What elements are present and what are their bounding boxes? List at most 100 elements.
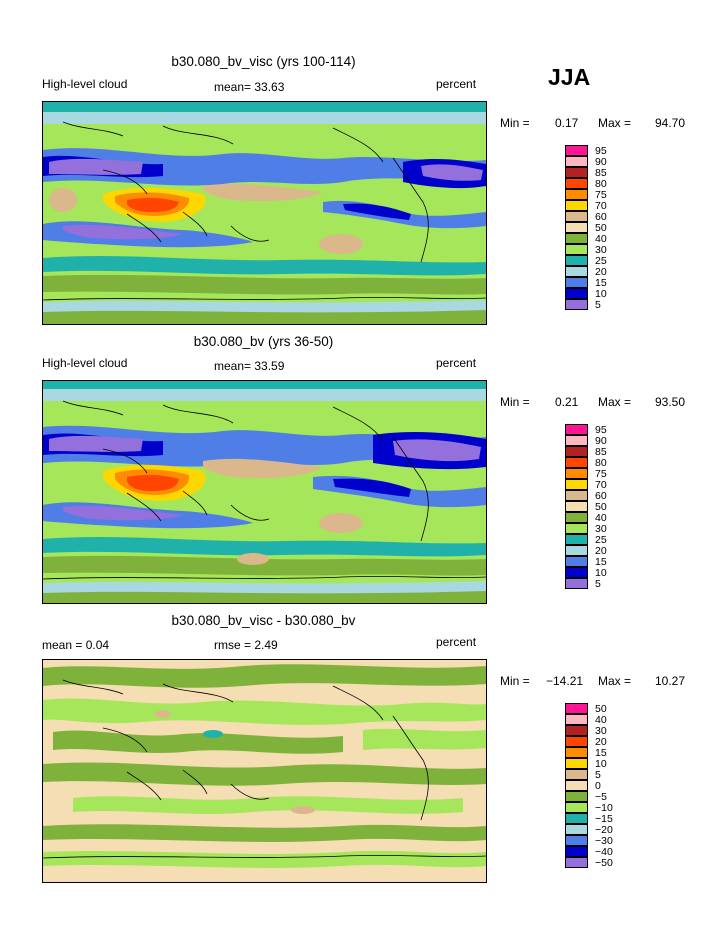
panel1-max-value: 94.70 (655, 116, 686, 130)
colorbar-level-label: 30 (595, 244, 607, 256)
colorbar-swatch (565, 747, 588, 758)
colorbar-swatch (565, 714, 588, 725)
colorbar-swatch (565, 523, 588, 534)
colorbar-level-label: −5 (595, 791, 607, 803)
colorbar-swatch (565, 156, 588, 167)
panel2-mean-label: mean= 33.59 (214, 359, 285, 373)
colorbar-level-label: 15 (595, 556, 607, 568)
panel1-map (42, 101, 487, 325)
colorbar-level-label: 40 (595, 714, 607, 726)
colorbar-level-label: 5 (595, 578, 601, 590)
colorbar-swatch (565, 233, 588, 244)
colorbar-level-label: 5 (595, 299, 601, 311)
colorbar-level-label: 70 (595, 479, 607, 491)
colorbar-swatch (565, 211, 588, 222)
colorbar-swatch (565, 178, 588, 189)
panel1-colorbar: 95 90 85 80 75 70 60 50 40 30 25 20 15 10 5 (565, 145, 625, 320)
colorbar-swatch (565, 435, 588, 446)
panel3-units-label: percent (436, 635, 477, 649)
panel3-map (42, 659, 487, 883)
colorbar-level-label: −15 (595, 813, 613, 825)
panel2-map (42, 380, 487, 604)
colorbar-swatch (565, 846, 588, 857)
colorbar-swatch (565, 758, 588, 769)
colorbar-level-label: 50 (595, 222, 607, 234)
colorbar-level-label: 50 (595, 501, 607, 513)
colorbar-level-label: 80 (595, 178, 607, 190)
panel3-colorbar: 50 40 30 20 15 10 5 0 −5 −10 −15 −20 −30 −40 −50 (565, 703, 625, 878)
colorbar-level-label: 25 (595, 255, 607, 267)
colorbar-swatch (565, 266, 588, 277)
colorbar-swatch (565, 424, 588, 435)
panel3-max-label: Max = (598, 674, 632, 688)
colorbar-level-label: 5 (595, 769, 601, 781)
colorbar-swatch (565, 725, 588, 736)
colorbar-swatch (565, 244, 588, 255)
colorbar-swatch (565, 446, 588, 457)
colorbar-swatch (565, 736, 588, 747)
panel1-max-label: Max = (598, 116, 632, 130)
colorbar-swatch (565, 490, 588, 501)
panel3-title: b30.080_bv_visc - b30.080_bv (171, 613, 356, 628)
panel2-title: b30.080_bv (yrs 36-50) (193, 334, 334, 349)
colorbar-swatch (565, 255, 588, 266)
colorbar-level-label: 95 (595, 145, 607, 157)
colorbar-level-label: 10 (595, 758, 607, 770)
panel1-min-value: 0.17 (555, 116, 579, 130)
colorbar-level-label: 25 (595, 534, 607, 546)
colorbar-level-label: 10 (595, 567, 607, 579)
colorbar-swatch (565, 189, 588, 200)
panel1-mean-label: mean= 33.63 (214, 80, 285, 94)
colorbar-level-label: 20 (595, 545, 607, 557)
season-label: JJA (548, 64, 591, 90)
colorbar-level-label: 90 (595, 156, 607, 168)
colorbar-swatch (565, 802, 588, 813)
panel3-contour-svg (43, 660, 486, 882)
colorbar-level-label: −30 (595, 835, 613, 847)
colorbar-level-label: 0 (595, 780, 601, 792)
colorbar-swatch (565, 578, 588, 589)
colorbar-swatch (565, 167, 588, 178)
colorbar-level-label: 10 (595, 288, 607, 300)
colorbar-level-label: 85 (595, 446, 607, 458)
colorbar-level-label: −20 (595, 824, 613, 836)
colorbar-swatch (565, 277, 588, 288)
colorbar-swatch (565, 769, 588, 780)
colorbar-level-label: 75 (595, 468, 607, 480)
panel2-max-value: 93.50 (655, 395, 686, 409)
panel1-min-label: Min = (500, 116, 530, 130)
colorbar-swatch (565, 813, 588, 824)
colorbar-swatch (565, 791, 588, 802)
colorbar-swatch (565, 534, 588, 545)
colorbar-level-label: 30 (595, 523, 607, 535)
panel2-left-label: High-level cloud (42, 356, 128, 370)
colorbar-level-label: 85 (595, 167, 607, 179)
panel1-units-label: percent (436, 77, 477, 91)
colorbar-swatch (565, 824, 588, 835)
colorbar-level-label: 15 (595, 747, 607, 759)
panel3-min-label: Min = (500, 674, 530, 688)
colorbar-swatch (565, 703, 588, 714)
colorbar-swatch (565, 145, 588, 156)
colorbar-swatch (565, 501, 588, 512)
colorbar-swatch (565, 479, 588, 490)
colorbar-level-label: −50 (595, 857, 613, 869)
colorbar-swatch (565, 780, 588, 791)
colorbar-level-label: 90 (595, 435, 607, 447)
panel3-mean-label: mean = 0.04 (42, 638, 110, 652)
colorbar-level-label: −40 (595, 846, 613, 858)
colorbar-swatch (565, 857, 588, 868)
colorbar-swatch (565, 545, 588, 556)
panel2-min-label: Min = (500, 395, 530, 409)
colorbar-swatch (565, 288, 588, 299)
colorbar-level-label: 15 (595, 277, 607, 289)
panel2-units-label: percent (436, 356, 477, 370)
panel2-min-value: 0.21 (555, 395, 579, 409)
panel2-max-label: Max = (598, 395, 632, 409)
panel1-contour-svg (43, 102, 486, 324)
colorbar-level-label: 40 (595, 233, 607, 245)
colorbar-swatch (565, 556, 588, 567)
panel2-colorbar: 95 90 85 80 75 70 60 50 40 30 25 20 15 10 5 (565, 424, 625, 599)
colorbar-level-label: 20 (595, 266, 607, 278)
colorbar-level-label: 70 (595, 200, 607, 212)
